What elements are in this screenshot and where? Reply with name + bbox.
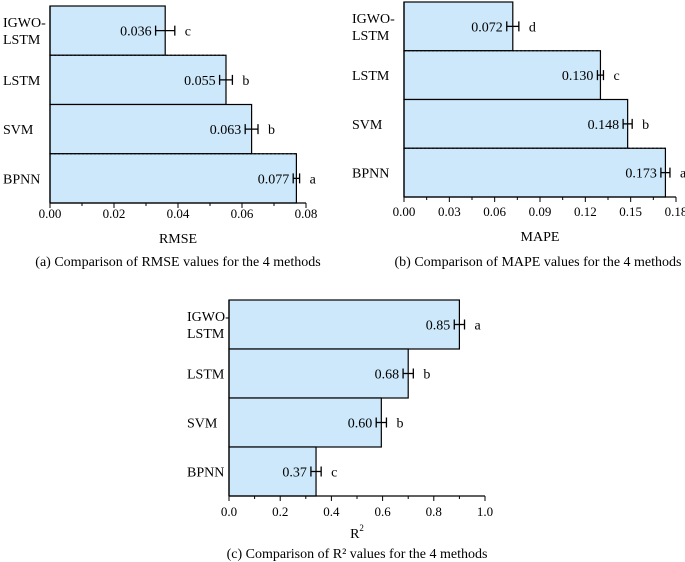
x-tick-label: 0.18 — [665, 204, 685, 219]
significance-letter: b — [396, 417, 403, 432]
data-label: 0.68 — [375, 368, 400, 383]
x-tick-label: 0.04 — [167, 206, 190, 221]
x-tick-label: 0.00 — [393, 204, 416, 219]
bar-bpnn — [49, 153, 297, 204]
significance-letter: b — [642, 118, 649, 133]
data-label: 0.036 — [120, 25, 152, 40]
error-bar — [154, 25, 176, 36]
data-label: 0.055 — [184, 74, 216, 89]
category-label: IGWO-LSTM — [187, 310, 230, 342]
x-tick-label: 0.6 — [374, 504, 391, 519]
category-label: LSTM — [187, 368, 225, 383]
category-label: BPNN — [352, 167, 389, 182]
bar-igwo-lstm — [228, 299, 460, 350]
category-label: IGWO-LSTM — [3, 16, 46, 48]
x-axis-title: RMSE — [159, 232, 197, 247]
chart-caption: (b) Comparison of MAPE values for the 4 … — [395, 255, 682, 270]
error-bar — [244, 124, 259, 135]
data-label: 0.063 — [210, 123, 242, 138]
chart-caption: (a) Comparison of RMSE values for the 4 … — [35, 255, 320, 270]
error-bar — [453, 319, 466, 330]
data-label: 0.077 — [258, 172, 290, 187]
data-label: 0.37 — [282, 466, 307, 481]
error-bar — [218, 74, 234, 85]
x-axis-title: MAPE — [521, 230, 560, 245]
chart-mape: 0.072 d 0.130 c 0.148 b 0.173 a IGWO-LSTM LSTM SVM… — [352, 1, 685, 270]
chart-rmse: 0.036 c 0.055 b 0.063 b 0.077 a IGWO-LSTM LSTM SVM… — [3, 5, 321, 270]
x-tick-label: 0.06 — [231, 206, 254, 221]
category-label: SVM — [187, 417, 218, 432]
error-bar — [402, 368, 414, 379]
x-tick-label: 0.12 — [574, 204, 597, 219]
x-tick-label: 1.0 — [477, 504, 493, 519]
error-bar — [660, 167, 671, 178]
significance-letter: b — [423, 368, 430, 383]
category-label: SVM — [352, 118, 383, 133]
category-label: IGWO-LSTM — [352, 12, 395, 44]
chart-r2: 0.85 a 0.68 b 0.60 b 0.37 c IGWO-LSTM LSTM SVM BPNN… — [187, 299, 493, 562]
x-tick-label: 0.09 — [529, 204, 552, 219]
x-tick-label: 0.4 — [323, 504, 340, 519]
category-label: LSTM — [352, 69, 390, 84]
data-label: 0.148 — [588, 118, 620, 133]
category-label: BPNN — [3, 172, 40, 187]
error-bar — [506, 21, 520, 32]
significance-letter: c — [185, 25, 191, 40]
x-tick-label: 0.02 — [103, 206, 126, 221]
category-label: SVM — [3, 123, 34, 138]
significance-letter: b — [268, 123, 275, 138]
error-bar — [375, 417, 388, 428]
chart-caption: (c) Comparison of R² values for the 4 me… — [227, 547, 488, 562]
category-label: LSTM — [3, 74, 41, 89]
x-tick-label: 0.06 — [483, 204, 506, 219]
bar-lstm — [49, 54, 227, 106]
data-label: 0.173 — [625, 167, 657, 182]
category-label: BPNN — [187, 466, 224, 481]
significance-letter: c — [613, 69, 619, 84]
error-bar — [596, 70, 605, 81]
significance-letter: b — [242, 74, 249, 89]
bar-svm — [403, 98, 629, 149]
x-tick-label: 0.8 — [426, 504, 442, 519]
significance-letter: a — [475, 319, 482, 334]
x-tick-label: 0.08 — [295, 206, 318, 221]
error-bar — [622, 118, 633, 129]
data-label: 0.072 — [471, 20, 503, 35]
data-label: 0.60 — [348, 417, 373, 432]
x-axis-title: R2 — [350, 523, 364, 542]
error-bar — [310, 466, 322, 477]
data-label: 0.85 — [426, 319, 451, 334]
significance-letter: c — [331, 466, 337, 481]
significance-letter: d — [529, 20, 536, 35]
x-tick-label: 0.15 — [619, 204, 642, 219]
bar-igwo-lstm — [49, 5, 166, 56]
bar-bpnn — [403, 147, 667, 198]
x-tick-label: 0.2 — [272, 504, 288, 519]
data-label: 0.130 — [562, 69, 594, 84]
significance-letter: a — [680, 167, 685, 182]
x-tick-label: 0.03 — [438, 204, 461, 219]
error-bar — [292, 173, 301, 184]
x-tick-label: 0.00 — [39, 206, 62, 221]
x-tick-label: 0.0 — [221, 504, 237, 519]
significance-letter: a — [310, 172, 317, 187]
